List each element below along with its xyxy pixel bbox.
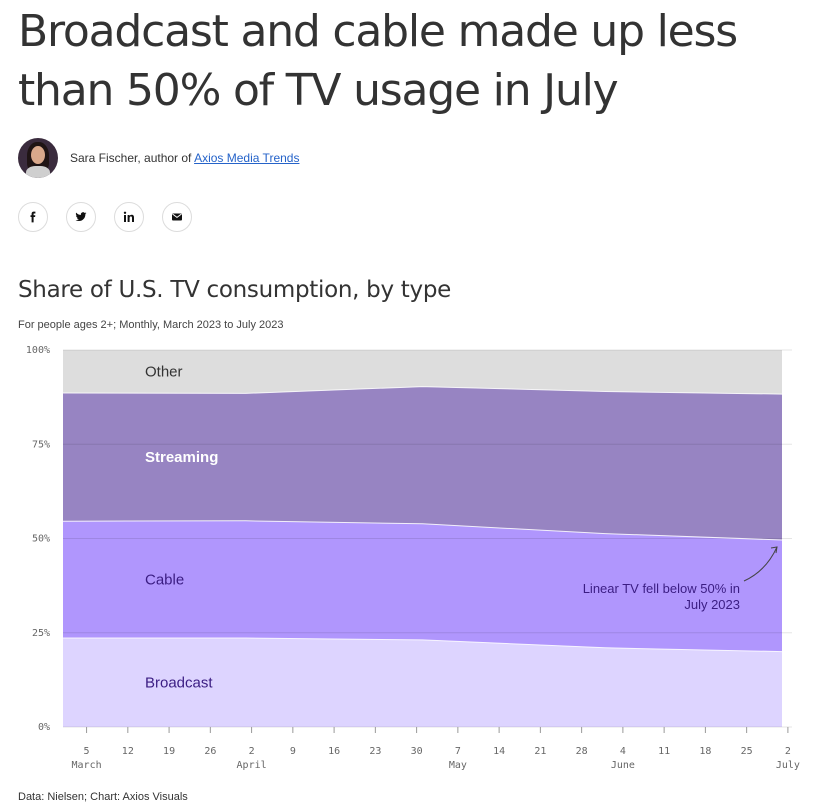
y-tick-label: 50% bbox=[32, 534, 50, 545]
linkedin-icon bbox=[123, 211, 134, 222]
series-label-broadcast: Broadcast bbox=[145, 675, 213, 692]
area-streaming bbox=[63, 386, 782, 540]
facebook-share-button[interactable] bbox=[18, 202, 48, 232]
x-tick-label: 4 bbox=[620, 746, 626, 757]
series-label-other: Other bbox=[145, 363, 183, 380]
x-tick-label: 21 bbox=[534, 746, 546, 757]
axios-media-trends-link[interactable]: Axios Media Trends bbox=[194, 151, 300, 165]
x-tick-label: 30 bbox=[411, 746, 423, 757]
chart-subtitle: For people ages 2+; Monthly, March 2023 … bbox=[18, 319, 284, 331]
email-icon bbox=[172, 213, 182, 221]
x-tick-label: 28 bbox=[576, 746, 588, 757]
email-share-button[interactable] bbox=[162, 202, 192, 232]
series-boundary bbox=[62, 386, 783, 395]
x-month-label: May bbox=[449, 760, 467, 771]
area-other bbox=[63, 350, 782, 395]
series-boundary bbox=[63, 637, 783, 653]
x-tick-label: 9 bbox=[290, 746, 296, 757]
x-month-label: March bbox=[72, 760, 102, 771]
facebook-icon bbox=[30, 211, 36, 223]
x-month-label: June bbox=[611, 760, 635, 771]
y-tick-label: 100% bbox=[26, 345, 50, 356]
area-broadcast bbox=[63, 638, 782, 727]
annotation-text: July 2023 bbox=[684, 597, 740, 612]
x-tick-label: 18 bbox=[699, 746, 711, 757]
y-tick-label: 0% bbox=[38, 722, 50, 733]
x-tick-label: 23 bbox=[369, 746, 381, 757]
x-tick-label: 5 bbox=[84, 746, 90, 757]
x-month-label: April bbox=[237, 760, 267, 771]
series-label-cable: Cable bbox=[145, 572, 184, 589]
annotation-arrow bbox=[743, 546, 778, 582]
x-tick-label: 25 bbox=[741, 746, 753, 757]
annotation-text: Linear TV fell below 50% in bbox=[583, 581, 740, 596]
y-tick-label: 75% bbox=[32, 439, 50, 450]
chart-title: Share of U.S. TV consumption, by type bbox=[18, 277, 451, 303]
series-label-streaming: Streaming bbox=[145, 449, 218, 466]
byline-prefix: Sara Fischer, author of bbox=[70, 151, 195, 165]
headline: Broadcast and cable made up less than 50… bbox=[18, 6, 738, 116]
x-tick-label: 19 bbox=[163, 746, 175, 757]
x-tick-label: 12 bbox=[122, 746, 134, 757]
x-tick-label: 7 bbox=[455, 746, 461, 757]
byline-text: Sara Fischer, author of Axios Media Tren… bbox=[70, 151, 299, 165]
x-month-label: July bbox=[776, 760, 800, 771]
author-avatar[interactable] bbox=[18, 138, 58, 178]
x-tick-label: 2 bbox=[785, 746, 791, 757]
series-boundary bbox=[62, 520, 783, 541]
byline: Sara Fischer, author of Axios Media Tren… bbox=[18, 138, 299, 178]
stacked-area-chart: 0% 25% 50% 75% 100% 5 March 12 19 26 2 April 9 16 23 3… bbox=[26, 345, 800, 771]
area-cable bbox=[63, 520, 782, 652]
x-tick-label: 26 bbox=[204, 746, 216, 757]
y-tick-label: 25% bbox=[32, 628, 50, 639]
twitter-icon bbox=[75, 212, 87, 222]
x-tick-label: 2 bbox=[249, 746, 255, 757]
linkedin-share-button[interactable] bbox=[114, 202, 144, 232]
x-tick-label: 14 bbox=[493, 746, 505, 757]
annotation-arrowhead bbox=[770, 546, 778, 554]
x-tick-label: 11 bbox=[658, 746, 670, 757]
x-tick-label: 16 bbox=[328, 746, 340, 757]
chart-source: Data: Nielsen; Chart: Axios Visuals bbox=[18, 791, 188, 803]
twitter-share-button[interactable] bbox=[66, 202, 96, 232]
